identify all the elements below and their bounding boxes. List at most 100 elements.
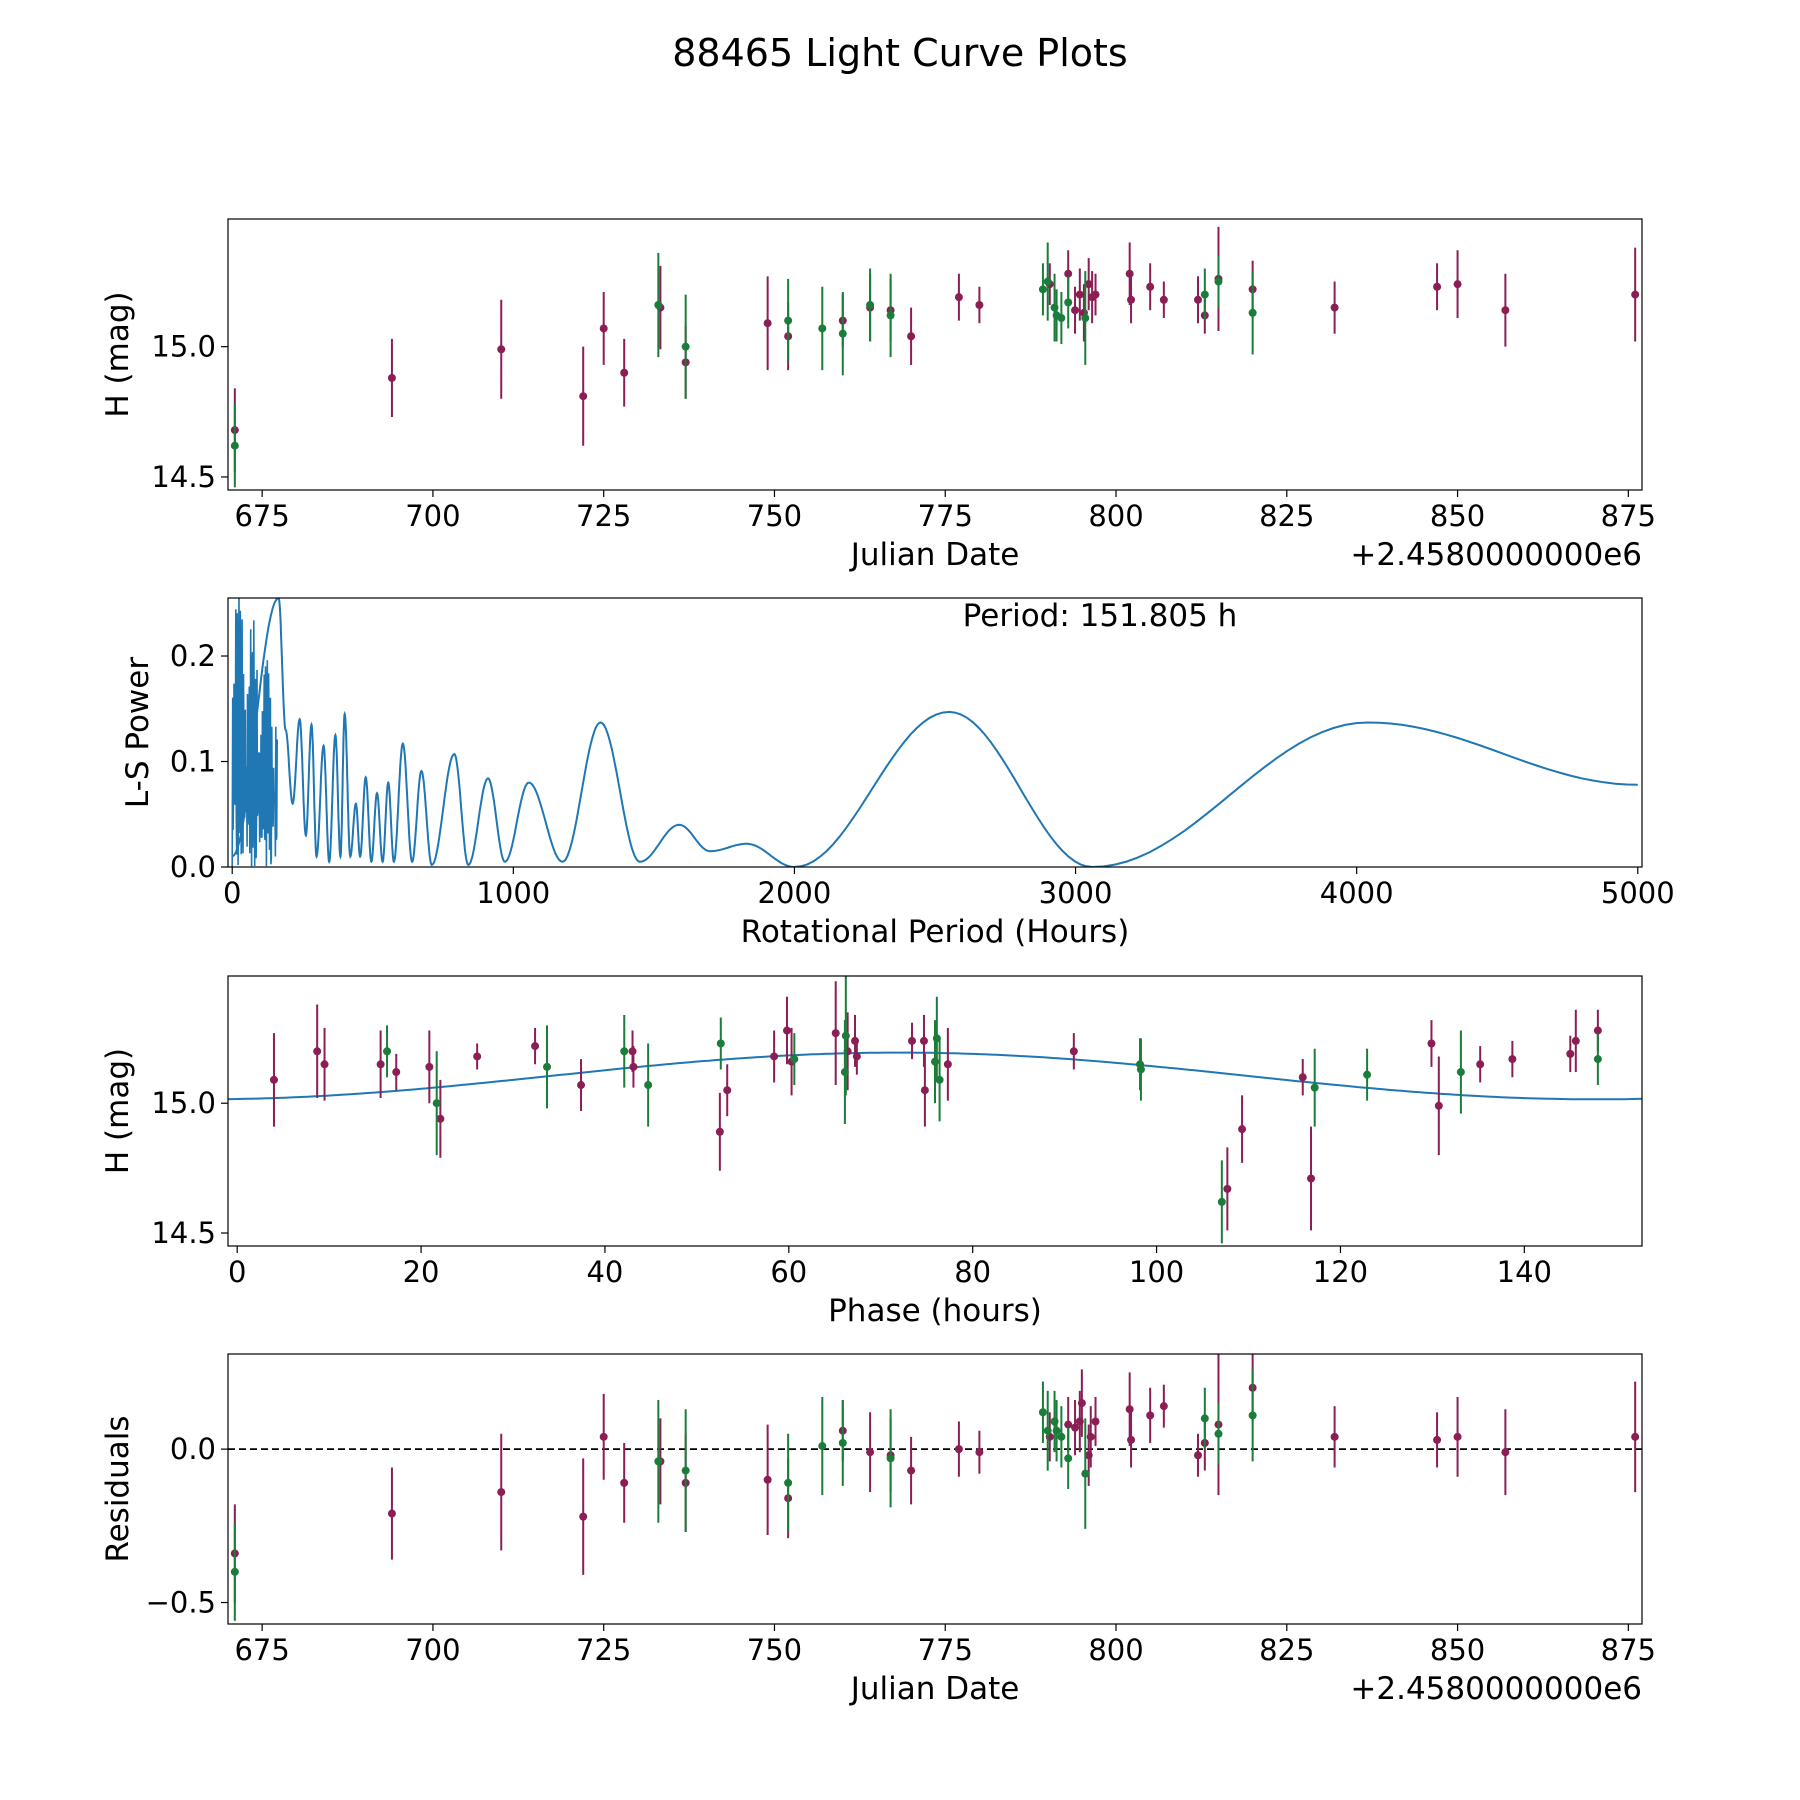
x-tick-label: 5000 [1601, 876, 1675, 910]
data-point [497, 345, 506, 354]
data-point [1433, 282, 1442, 291]
x-axis-label: Rotational Period (Hours) [741, 914, 1130, 950]
data-point [866, 1448, 875, 1457]
axes-frame-ls [227, 597, 1643, 868]
data-point [629, 1062, 638, 1071]
data-point [1310, 1083, 1319, 1092]
data-point [1064, 298, 1073, 307]
y-tick-label: 14.5 [151, 1216, 216, 1250]
data-point [716, 1039, 725, 1048]
data-point [920, 1086, 929, 1095]
x-tick-label: 750 [747, 499, 802, 533]
y-tick-label: 0.0 [170, 850, 216, 884]
plot-area-ls [231, 598, 1638, 867]
periodogram-noise [231, 598, 278, 867]
data-point [1086, 1432, 1095, 1441]
data-point [1200, 1414, 1209, 1423]
data-point [1571, 1036, 1580, 1045]
data-point [1593, 1026, 1602, 1035]
data-point [954, 293, 963, 302]
data-point [1081, 314, 1090, 323]
data-point [1136, 1065, 1145, 1074]
data-point [919, 1036, 928, 1045]
data-point [1631, 290, 1640, 299]
data-point [838, 329, 847, 338]
data-point [473, 1052, 482, 1061]
x-axis-label: Julian Date [849, 537, 1020, 573]
data-point [579, 1512, 588, 1521]
data-point [1043, 1426, 1052, 1435]
series-green [230, 242, 1257, 488]
data-point [1127, 1435, 1136, 1444]
x-tick-label: 875 [1601, 1633, 1656, 1667]
x-tick-label: 1000 [476, 876, 550, 910]
y-tick-label: 0.2 [170, 639, 216, 673]
data-point [269, 1075, 278, 1084]
data-point [1248, 308, 1257, 317]
y-axis-label: L-S Power [120, 657, 156, 808]
panel-lc: 675 700 725 750 775 800 825 850 875 14.5 15.0 Julia… [100, 218, 1656, 573]
x-tick-label: 675 [234, 499, 289, 533]
y-tick-label: 14.5 [151, 460, 216, 494]
data-point [620, 1047, 629, 1056]
x-tick-label: 700 [405, 1633, 460, 1667]
data-point [543, 1062, 552, 1071]
data-point [1052, 1426, 1061, 1435]
data-point [715, 1127, 724, 1136]
data-point [1077, 1399, 1086, 1408]
data-point [818, 1442, 827, 1451]
data-point [784, 1478, 793, 1487]
axes-frame-phase [227, 975, 1643, 1247]
data-point [531, 1042, 540, 1051]
data-point [1433, 1435, 1442, 1444]
panel-res: 675 700 725 750 775 800 825 850 875 −0.5 0.0 Julian… [100, 1353, 1656, 1707]
data-point [1159, 1402, 1168, 1411]
panel-ls: 0 1000 2000 3000 4000 5000 0.0 0.1 0.2 Rotational… [120, 597, 1675, 950]
data-point [852, 1052, 861, 1061]
x-tick-label: 0 [223, 876, 241, 910]
data-point [1217, 1197, 1226, 1206]
data-point [230, 441, 239, 450]
data-point [1307, 1174, 1316, 1183]
data-point [681, 1466, 690, 1475]
x-tick-label: 725 [576, 1633, 631, 1667]
periodogram-line [231, 598, 1638, 867]
data-point [579, 392, 588, 401]
data-point [763, 319, 772, 328]
data-point [425, 1062, 434, 1071]
data-point [1330, 303, 1339, 312]
series-green [383, 976, 1602, 1244]
data-point [1069, 1047, 1078, 1056]
data-point [931, 1057, 939, 1066]
data-point [1091, 290, 1100, 299]
data-point [935, 1075, 944, 1084]
data-point [1593, 1055, 1602, 1064]
data-point [790, 1055, 799, 1064]
series-red [230, 226, 1640, 472]
series-red [269, 981, 1602, 1231]
x-tick-label: 725 [576, 499, 631, 533]
data-point [1038, 1408, 1047, 1417]
x-tick-label: 825 [1259, 499, 1314, 533]
x-tick-label: 2000 [758, 876, 832, 910]
data-point [784, 316, 793, 325]
data-point [782, 1026, 791, 1035]
y-axis-label: H (mag) [100, 1048, 136, 1174]
series-green [230, 1369, 1257, 1621]
data-point [392, 1068, 401, 1077]
data-point [1223, 1184, 1232, 1193]
data-point [1146, 1411, 1155, 1420]
x-tick-label: 80 [954, 1255, 991, 1289]
data-point [1214, 1429, 1223, 1438]
data-point [1427, 1039, 1436, 1048]
axes-frame-res [227, 1353, 1643, 1625]
data-point [1501, 1448, 1510, 1457]
figure-title: 88465 Light Curve Plots [672, 31, 1127, 75]
x-tick-label: 800 [1088, 1633, 1143, 1667]
data-point [1508, 1055, 1517, 1064]
data-point [1298, 1073, 1307, 1082]
data-point [1064, 269, 1073, 278]
x-tick-label: 800 [1088, 499, 1143, 533]
data-point [1064, 1454, 1073, 1463]
